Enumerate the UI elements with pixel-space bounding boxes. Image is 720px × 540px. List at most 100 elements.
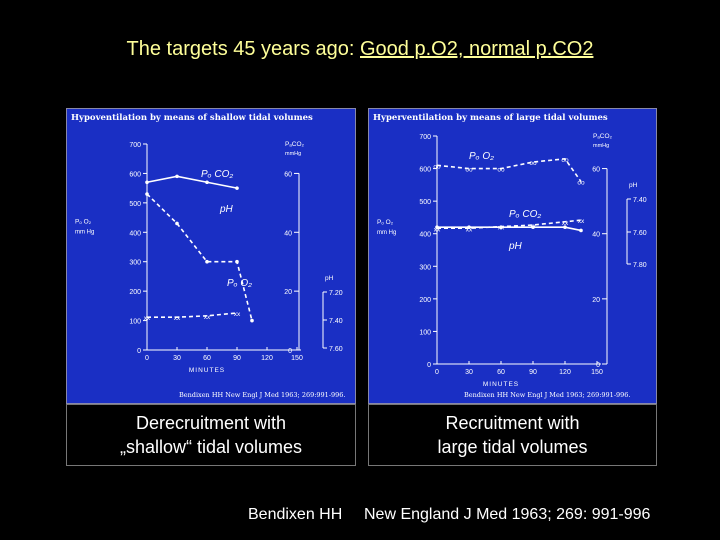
data-point-xx: xx xyxy=(578,218,585,225)
data-point-xx: xx xyxy=(498,225,505,232)
data-point-xx: xx xyxy=(204,314,211,321)
caption-recruitment: Recruitment with large tidal volumes xyxy=(368,404,657,466)
pco2-axis-label: PₐCO₂ xyxy=(593,133,613,140)
ph-axis-tick-label: 7.40 xyxy=(633,197,647,204)
chart-title: Hyperventilation by means of large tidal… xyxy=(373,113,608,123)
ph-axis-tick-label: 7.40 xyxy=(329,318,343,325)
data-point-oo: oo xyxy=(577,180,585,187)
x-axis-label: MINUTES xyxy=(189,367,225,374)
left-axis-tick-label: 600 xyxy=(419,167,431,174)
data-point xyxy=(145,180,149,185)
caption-left-line2: „shallow“ tidal volumes xyxy=(119,437,303,457)
data-point-xx: xx xyxy=(562,220,569,227)
series-line xyxy=(437,226,582,232)
x-axis-tick-label: 120 xyxy=(261,355,273,362)
pco2-axis-tick-label: 60 xyxy=(592,167,600,174)
caption-left-line1: Derecruitment with xyxy=(135,413,287,433)
chart-panel-shallow: Hypoventilation by means of shallow tida… xyxy=(66,108,356,404)
series-line xyxy=(147,312,238,318)
ph-axis-tick-label: 7.80 xyxy=(633,262,647,269)
left-axis-tick-label: 100 xyxy=(419,329,431,336)
ph-axis-label: pH xyxy=(325,275,334,282)
pco2-axis-tick-label: 20 xyxy=(284,289,292,296)
pco2-axis-tick-label: 20 xyxy=(592,297,600,304)
chart-panel-large: Hyperventilation by means of large tidal… xyxy=(368,108,657,404)
pco2-axis-tick-label: 0 xyxy=(596,362,600,369)
left-axis-tick-label: 700 xyxy=(419,134,431,141)
x-axis-label: MINUTES xyxy=(483,381,519,388)
data-point xyxy=(145,192,149,196)
x-axis-tick-label: 120 xyxy=(559,369,571,376)
x-axis-tick-label: 0 xyxy=(145,355,149,362)
data-point-oo: oo xyxy=(561,157,569,164)
left-axis-tick-label: 100 xyxy=(129,319,141,326)
data-point-oo: oo xyxy=(529,160,537,167)
data-point xyxy=(175,221,179,226)
x-axis-tick-label: 60 xyxy=(203,355,211,362)
left-axis-tick-label: 200 xyxy=(419,297,431,304)
data-point xyxy=(531,225,535,229)
data-point xyxy=(579,228,583,233)
caption-right-line2: large tidal volumes xyxy=(437,437,588,457)
data-point-xx: xx xyxy=(434,226,441,233)
left-axis-tick-label: 400 xyxy=(129,230,141,237)
x-axis-tick-label: 90 xyxy=(233,355,241,362)
data-point-oo: oo xyxy=(433,163,441,170)
x-axis-tick-label: 150 xyxy=(291,355,303,362)
left-axis-tick-label: 600 xyxy=(129,171,141,178)
ph-axis-label: pH xyxy=(629,182,638,189)
footer-author: Bendixen HH xyxy=(248,506,343,523)
data-point-xx: xx xyxy=(466,226,473,233)
data-point xyxy=(235,186,239,190)
data-point-xx: xx xyxy=(234,311,241,318)
left-axis-tick-label: 500 xyxy=(419,199,431,206)
series-line xyxy=(146,175,238,189)
data-point-xx: xx xyxy=(530,223,537,230)
series-label: Pₒ O₂ xyxy=(227,278,252,289)
series-line xyxy=(437,219,582,230)
x-axis-tick-label: 90 xyxy=(529,369,537,376)
pco2-axis-unit: mmHg xyxy=(285,151,301,157)
left-axis-tick-label: 0 xyxy=(427,362,431,369)
series-line xyxy=(146,193,253,321)
data-point xyxy=(175,174,179,179)
series-label: pH xyxy=(508,241,523,252)
chart-shallow-tidal: Hypoventilation by means of shallow tida… xyxy=(71,113,346,399)
footer-journal: New England J Med 1963; 269: 991-996 xyxy=(364,506,651,523)
title-plain: The targets 45 years ago: xyxy=(126,38,360,60)
data-point-oo: oo xyxy=(465,167,473,174)
series-label: Pₒ O₂ xyxy=(469,151,494,162)
data-point-oo: oo xyxy=(497,167,505,174)
series-label: Pₒ CO₂ xyxy=(509,209,541,220)
data-point xyxy=(205,259,209,264)
left-axis-tick-label: 700 xyxy=(129,142,141,149)
x-axis-tick-label: 30 xyxy=(173,355,181,362)
chart-source: Bendixen HH New Engl J Med 1963; 269:991… xyxy=(464,391,631,399)
ph-axis-tick-label: 7.60 xyxy=(329,346,343,353)
caption-right-line1: Recruitment with xyxy=(445,413,580,433)
caption-derecruitment: Derecruitment with „shallow“ tidal volum… xyxy=(66,404,356,466)
data-point xyxy=(250,318,254,323)
data-point-xx: xx xyxy=(174,315,181,322)
left-axis-tick-label: 300 xyxy=(419,264,431,271)
left-axis-label: Pₒ O₂ xyxy=(377,219,394,226)
chart-source: Bendixen HH New Engl J Med 1963; 269:991… xyxy=(179,391,346,399)
chart-title: Hypoventilation by means of shallow tida… xyxy=(71,113,313,123)
series-label: Pₒ CO₂ xyxy=(201,169,233,180)
x-axis-tick-label: 60 xyxy=(497,369,505,376)
left-axis-unit: mm Hg xyxy=(75,229,94,235)
pco2-axis-tick-label: 60 xyxy=(284,171,292,178)
left-axis-tick-label: 200 xyxy=(129,289,141,296)
x-axis-tick-label: 30 xyxy=(465,369,473,376)
pco2-axis-unit: mmHg xyxy=(593,143,609,149)
title-underlined: Good p.O2, normal p.CO2 xyxy=(360,38,594,60)
x-axis-tick-label: 150 xyxy=(591,369,603,376)
data-point xyxy=(205,180,209,185)
pco2-axis-tick-label: 40 xyxy=(592,232,600,239)
series-line xyxy=(436,157,582,183)
x-axis-tick-label: 0 xyxy=(435,369,439,376)
left-axis-label: Pₒ O₂ xyxy=(75,218,92,225)
chart-large-tidal: Hyperventilation by means of large tidal… xyxy=(373,113,647,399)
left-axis-tick-label: 400 xyxy=(419,232,431,239)
pco2-axis-label: PₐCO₂ xyxy=(285,141,305,148)
